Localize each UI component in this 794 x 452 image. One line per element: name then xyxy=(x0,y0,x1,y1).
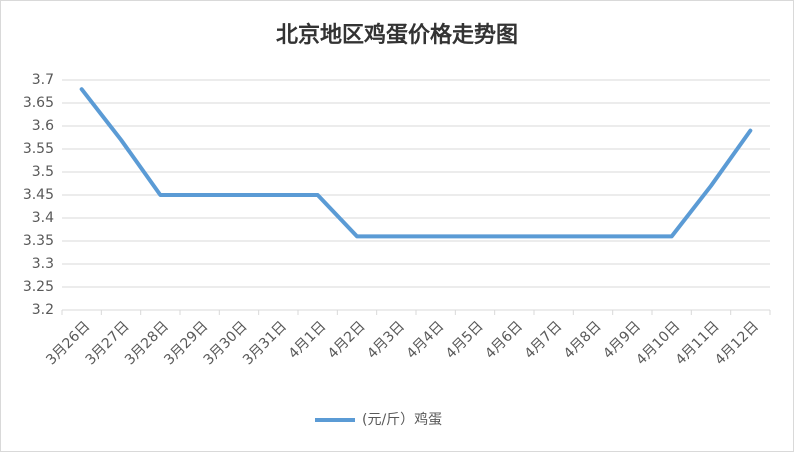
y-tick-label: 3.5 xyxy=(32,164,54,180)
y-tick-label: 3.4 xyxy=(32,210,54,226)
line xyxy=(79,87,753,239)
legend-label: (元/斤）鸡蛋 xyxy=(362,411,442,428)
y-tick-label: 3.25 xyxy=(23,279,54,295)
y-tick-label: 3.3 xyxy=(32,256,54,272)
y-tick-label: 3.55 xyxy=(23,141,54,157)
y-tick-label: 3.2 xyxy=(32,302,54,318)
y-tick-label: 3.45 xyxy=(23,187,54,203)
y-tick-label: 3.65 xyxy=(23,95,54,111)
y-tick-label: 3.7 xyxy=(32,72,54,88)
chart-title: 北京地区鸡蛋价格走势图 xyxy=(276,22,518,48)
y-tick-label: 3.35 xyxy=(23,233,54,249)
y-tick-label: 3.6 xyxy=(32,118,54,134)
